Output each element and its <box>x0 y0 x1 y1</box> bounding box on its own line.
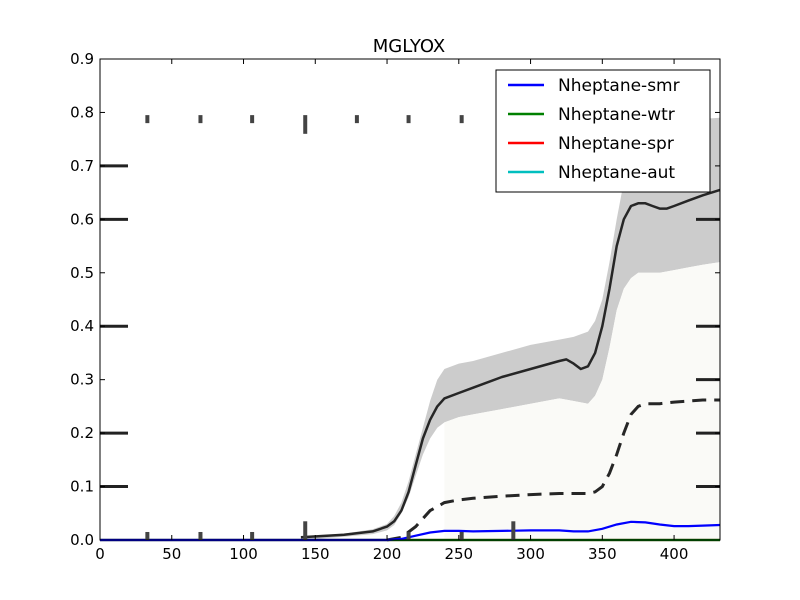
series-line-nheptane-smr <box>100 520 721 542</box>
y-tick-label: 0.1 <box>70 478 94 496</box>
x-tick-label: 400 <box>660 545 689 563</box>
plot-frame <box>99 58 721 541</box>
y-tick-label: 0.5 <box>70 264 94 282</box>
y-tick-label: 0.7 <box>70 157 94 175</box>
reference-dashed-line <box>386 398 720 542</box>
axes-layer: 0 50 100 150 200 250 300 350 400 0.0 0.1 0.2 0.3 0.4 0… <box>70 50 721 563</box>
legend: Nheptane-smr Nheptane-wtr Nheptane-spr Nhep… <box>495 69 711 193</box>
y-tick-label: 0.9 <box>70 50 94 68</box>
y-tick-label: 0.3 <box>70 371 94 389</box>
legend-label: Nheptane-wtr <box>558 105 675 125</box>
y-tick-label: 0.8 <box>70 103 94 121</box>
envelope-inner-fill <box>444 262 720 540</box>
y-tick-label: 0.4 <box>70 317 94 335</box>
y-tick-label: 0.6 <box>70 210 94 228</box>
x-tick-label: 300 <box>516 545 545 563</box>
x-tick-label: 350 <box>588 545 617 563</box>
y-tick-label: 0.0 <box>70 531 94 549</box>
x-tick-label: 250 <box>444 545 473 563</box>
reference-mean-line <box>300 188 721 539</box>
x-tick-label: 50 <box>162 545 181 563</box>
x-tick-label: 150 <box>301 545 330 563</box>
x-tick-label: 0 <box>95 545 105 563</box>
chart-title: MGLYOX <box>373 36 445 57</box>
legend-label: Nheptane-aut <box>558 163 675 183</box>
y-tick-label: 0.2 <box>70 424 94 442</box>
x-tick-label: 200 <box>373 545 402 563</box>
legend-label: Nheptane-smr <box>558 76 680 96</box>
legend-label: Nheptane-spr <box>558 134 674 154</box>
x-tick-label: 100 <box>229 545 258 563</box>
